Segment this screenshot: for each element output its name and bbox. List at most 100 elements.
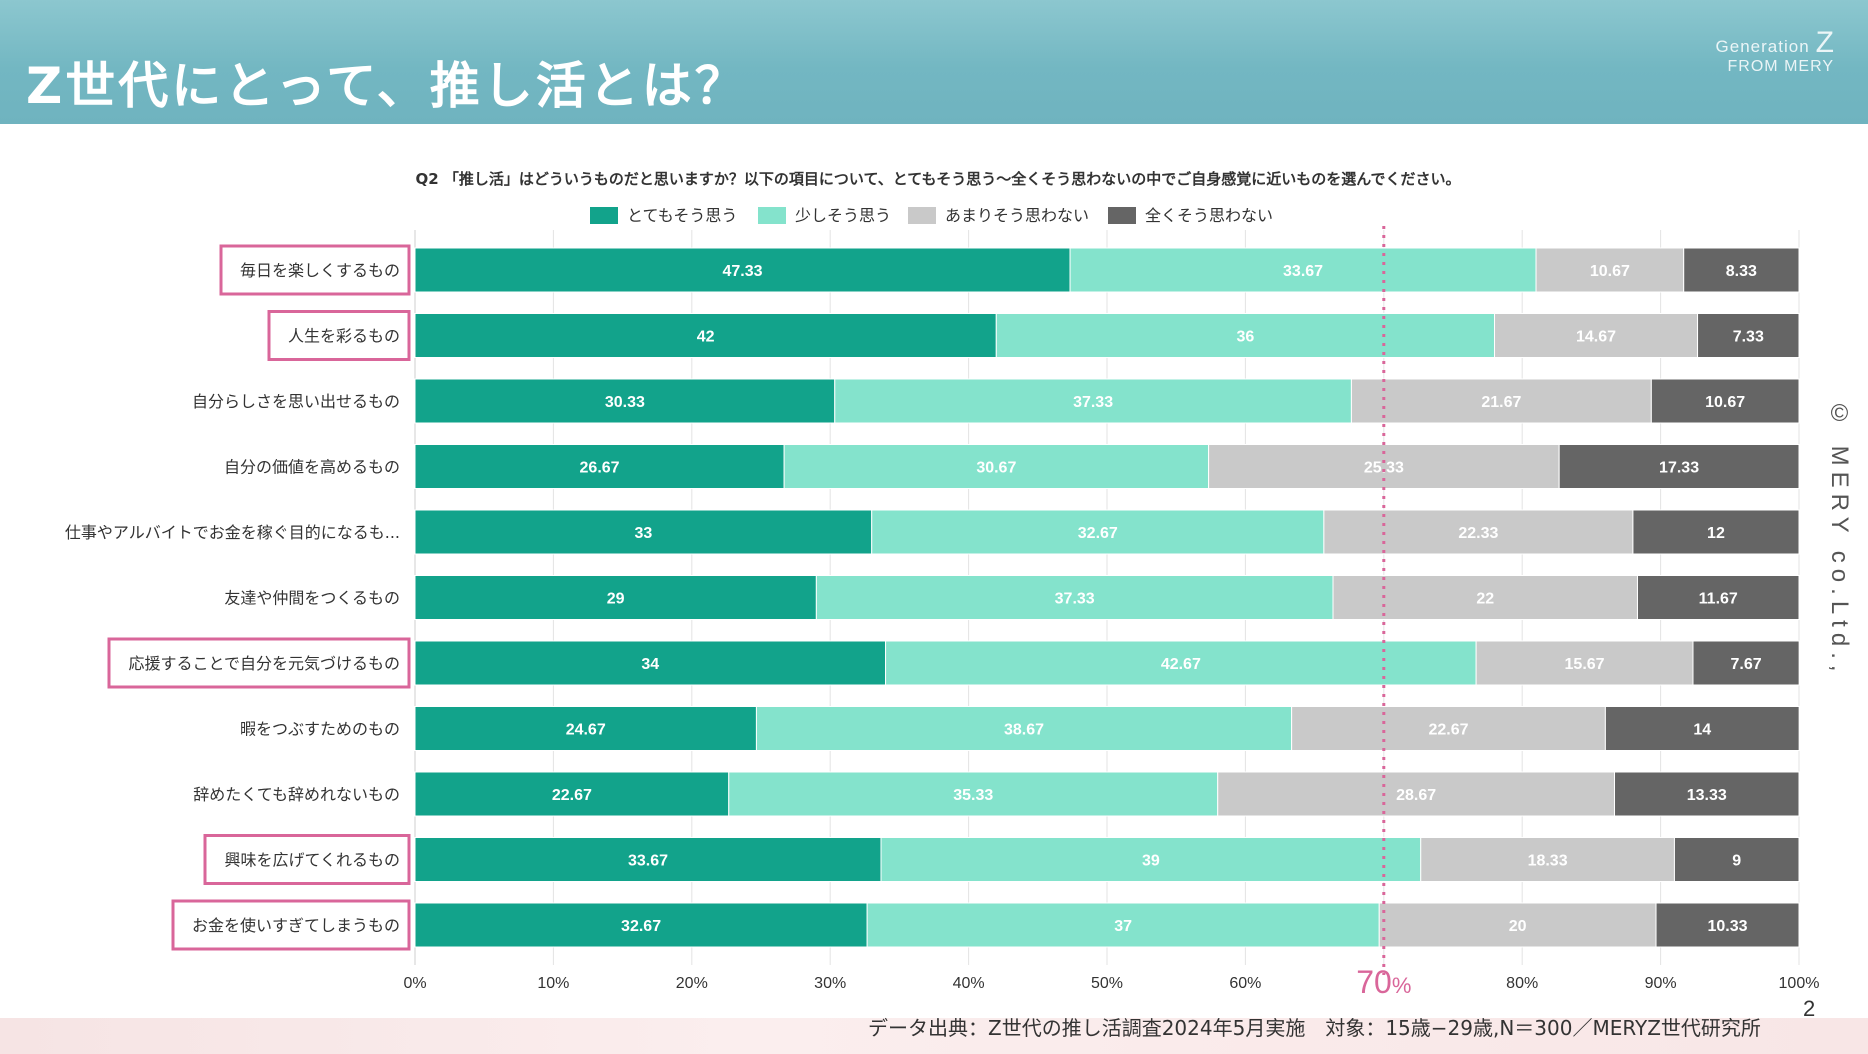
slide-title: Z世代にとって、推し活とは？ (26, 57, 748, 115)
data-label: 39 (1142, 853, 1160, 870)
category-label: お金を使いすぎてしまうもの (192, 916, 400, 935)
data-label: 21.67 (1481, 394, 1521, 411)
data-label: 10.67 (1590, 263, 1630, 280)
data-label: 9 (1732, 853, 1741, 870)
copyright-text: © MERY co.Ltd., (1826, 400, 1853, 678)
highlight-box (171, 899, 411, 951)
header-banner: Z世代にとって、推し活とは？ Generation Z FROM MERY (0, 0, 1868, 124)
bar-segment (755, 706, 1293, 751)
bar-segment (414, 444, 785, 489)
category-label: 自分らしさを思い出せるもの (192, 392, 400, 411)
bar-segment (1692, 640, 1800, 686)
bar-segment (1697, 313, 1800, 358)
x-tick-label: 100% (1779, 975, 1820, 992)
data-label: 15.67 (1565, 656, 1605, 673)
source-note: データ出典：Z世代の推し活調査2024年5月実施 対象：15歳−29歳,N＝30… (868, 1016, 1761, 1040)
x-tick-label: 80% (1506, 975, 1538, 992)
category-label: 人生を彩るもの (288, 327, 400, 346)
data-label: 26.67 (580, 460, 620, 477)
bar-segment (1636, 575, 1800, 620)
bar-segment (1614, 771, 1800, 817)
data-label: 13.33 (1687, 787, 1727, 804)
x-tick-label: 10% (537, 975, 569, 992)
data-label: 47.33 (723, 263, 763, 280)
x-tick-label: 60% (1229, 975, 1261, 992)
bar-segment (1378, 902, 1657, 948)
bar-segment (414, 575, 817, 620)
category-label: 応援することで自分を元気づけるもの (128, 654, 400, 673)
legend-label: あまりそう思わない (945, 206, 1089, 225)
brand-from: FROM MERY (1727, 58, 1834, 75)
brand-generation: Generation (1715, 37, 1810, 56)
category-label: 毎日を楽しくするもの (240, 261, 400, 280)
highlight-box (219, 244, 411, 296)
bar-segment (866, 902, 1380, 948)
data-label: 18.33 (1528, 853, 1568, 870)
highlight-box (267, 310, 411, 361)
bar-segment (1291, 706, 1606, 751)
data-label: 11.67 (1699, 591, 1738, 608)
bar-segment (414, 771, 730, 817)
legend-swatch (758, 207, 786, 224)
bar-segment (1323, 509, 1634, 555)
legend-swatch (1108, 207, 1136, 224)
bar-segment (414, 247, 1071, 293)
category-label: 暇をつぶすためのもの (240, 720, 400, 739)
bar-segment (1350, 378, 1652, 424)
data-label: 17.33 (1659, 460, 1699, 477)
data-label: 14 (1693, 722, 1711, 739)
data-label: 36 (1237, 329, 1255, 346)
data-label: 33 (634, 525, 652, 542)
footer-band (0, 1018, 1868, 1054)
bar-segment (783, 444, 1210, 489)
bar-segment (414, 902, 868, 948)
bar-segment (834, 378, 1352, 424)
legend-label: とてもそう思う (627, 206, 737, 225)
data-label: 42.67 (1161, 656, 1201, 673)
data-label: 37.33 (1073, 394, 1113, 411)
chart-question-title: Q2 「推し活」はどういうものだと思いますか？以下の項目について、とてもそう思う… (416, 170, 1461, 188)
data-label: 35.33 (953, 787, 993, 804)
bar-segment (414, 640, 887, 686)
bar-segment (995, 313, 1496, 358)
category-label: 自分の価値を高めるもの (224, 458, 400, 477)
category-label: 興味を広げてくれるもの (224, 851, 400, 870)
data-label: 10.33 (1707, 918, 1747, 935)
legend-label: 全くそう思わない (1145, 206, 1273, 225)
x-tick-label: 20% (676, 975, 708, 992)
data-label: 30.67 (976, 460, 1016, 477)
data-label: 37 (1114, 918, 1132, 935)
data-label: 7.33 (1733, 329, 1764, 346)
data-label: 30.33 (605, 394, 645, 411)
data-label: 12 (1707, 525, 1725, 542)
data-label: 33.67 (1283, 263, 1323, 280)
bar-segment (1632, 509, 1800, 555)
category-label: 仕事やアルバイトでお金を稼ぐ目的になるも... (65, 523, 400, 542)
data-label: 22 (1476, 591, 1494, 608)
data-label: 22.67 (552, 787, 592, 804)
bar-segment (1494, 313, 1699, 358)
bar-segment (1420, 837, 1675, 882)
bar-segment (414, 378, 836, 424)
data-label: 38.67 (1004, 722, 1044, 739)
data-label: 10.67 (1705, 394, 1745, 411)
bar-segment (728, 771, 1219, 817)
data-label: 7.67 (1730, 656, 1761, 673)
x-tick-label: 40% (953, 975, 985, 992)
data-label: 14.67 (1576, 329, 1616, 346)
bar-segment (871, 509, 1325, 555)
category-label: 辞めたくても辞めれないもの (193, 785, 400, 804)
data-label: 22.33 (1458, 525, 1498, 542)
bar-segment (414, 837, 882, 882)
bar-segment (1683, 247, 1800, 293)
data-label: 28.67 (1396, 787, 1436, 804)
data-label: 29 (607, 591, 625, 608)
highlight-box (107, 637, 411, 689)
bar-segment (414, 509, 873, 555)
data-label: 8.33 (1726, 263, 1757, 280)
bar-segment (1475, 640, 1694, 686)
bar-segment (1650, 378, 1800, 424)
data-label: 20 (1509, 918, 1527, 935)
data-label: 32.67 (1078, 525, 1118, 542)
bar-segment (1558, 444, 1800, 489)
